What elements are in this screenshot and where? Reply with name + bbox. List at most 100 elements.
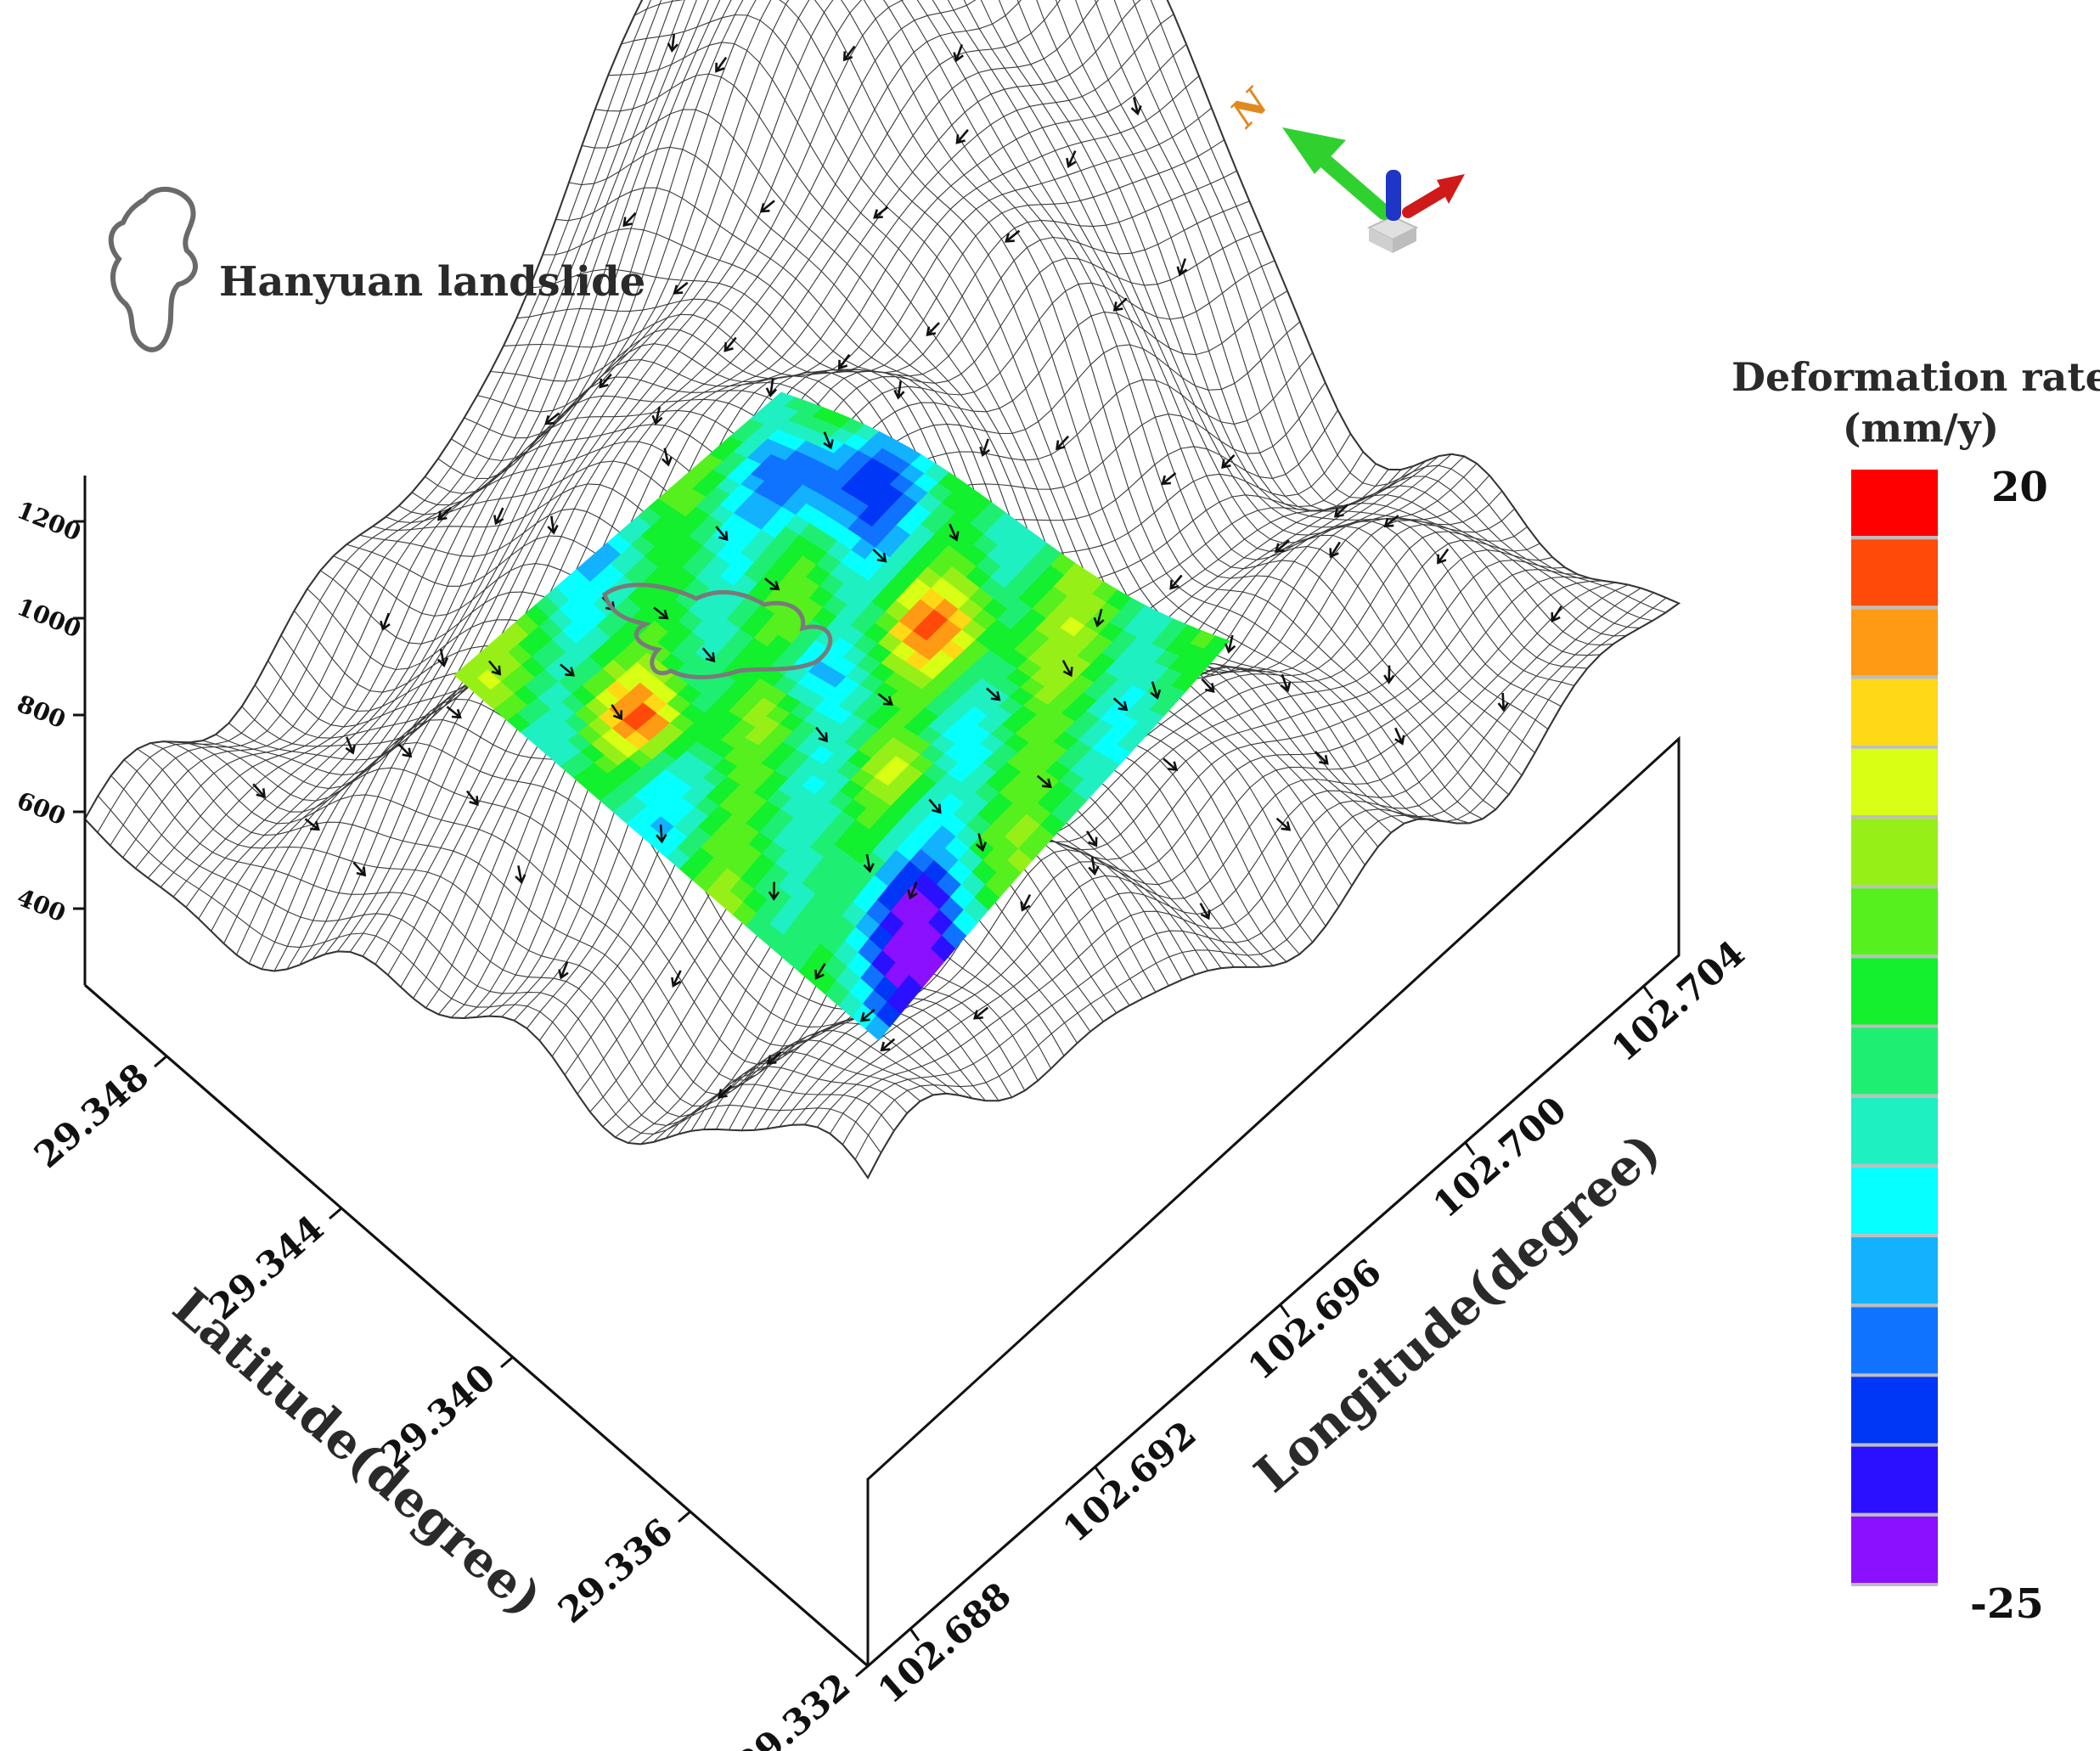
motion-arrow [949, 523, 960, 542]
colorbar-divider [1851, 675, 1938, 679]
mesh-line-lon [1094, 0, 1627, 637]
colorbar-cell [1851, 1307, 1938, 1374]
colorbar-cell [1851, 958, 1938, 1025]
motion-arrow [975, 833, 988, 853]
latitude-tick-mark [329, 1207, 342, 1220]
colorbar-divider [1851, 1512, 1938, 1517]
motion-arrow [1199, 902, 1211, 921]
mesh-line-lon [1113, 0, 1640, 629]
colorbar-divider [1851, 1583, 1938, 1586]
colorbar-divider [1851, 814, 1938, 819]
mesh-line-lon [1150, 0, 1666, 613]
colorbar-max-label: 20 [1991, 464, 2048, 511]
motion-arrow [814, 963, 826, 980]
mesh-line-lon [149, 742, 934, 1095]
east-axis-shaft [1402, 185, 1450, 218]
z-tick-label: 400 [13, 883, 70, 927]
motion-arrow [872, 549, 887, 563]
latitude-axis-line [84, 983, 869, 1668]
latitude-tick-mark [500, 1355, 514, 1369]
mesh-line-lon [176, 741, 960, 1096]
colorbar-cells [1851, 470, 1938, 1586]
latitude-tick-mark [154, 1055, 167, 1068]
mesh-line-lon [980, 0, 1549, 730]
motion-arrow [1333, 504, 1348, 518]
mesh-line-lon [883, 0, 1470, 824]
motion-arrow [397, 743, 413, 758]
motion-arrow [928, 798, 942, 814]
motion-arrow [986, 687, 1001, 701]
motion-arrow [436, 506, 452, 521]
motion-arrow [1150, 681, 1162, 700]
motion-arrow [1314, 751, 1329, 765]
north-arrow-head [1282, 127, 1346, 174]
motion-arrow [345, 736, 357, 755]
motion-arrow [1163, 757, 1179, 772]
motion-arrows [252, 33, 1562, 1099]
deformation-cell [1203, 635, 1230, 655]
motion-arrow [1093, 608, 1105, 628]
up-axis-marker [1386, 170, 1401, 221]
mesh-line-lon [963, 0, 1535, 753]
motion-arrow [1201, 678, 1215, 693]
motion-arrow [1005, 229, 1021, 243]
motion-arrow [715, 56, 728, 73]
motion-arrow [973, 1006, 989, 1020]
colorbar-divider [1851, 1303, 1938, 1308]
colorbar-cell [1851, 470, 1938, 537]
motion-arrow [1130, 97, 1142, 116]
motion-arrow [1437, 548, 1450, 565]
motion-arrow [493, 507, 504, 526]
colorbar-cell [1851, 1028, 1938, 1095]
colorbar-cell [1851, 1167, 1938, 1235]
motion-arrow [859, 1008, 875, 1022]
colorbar-divider [1851, 536, 1938, 540]
motion-arrow [723, 336, 737, 352]
mesh-line-lon [900, 0, 1484, 819]
colorbar-title-line2: (mm/y) [1843, 405, 1999, 451]
colorbar-cell [1851, 1446, 1938, 1513]
mesh-line-lon [110, 775, 895, 1131]
mesh-line-lon [947, 0, 1523, 776]
motion-arrow [715, 526, 729, 542]
mesh-line-lon [123, 759, 908, 1118]
colorbar-cell [1851, 888, 1938, 955]
motion-arrow [1161, 472, 1177, 486]
mesh-line-lon [841, 0, 1444, 822]
motion-arrow [560, 663, 576, 677]
latitude-tick-label: 29.348 [26, 1056, 156, 1176]
motion-arrow [1221, 454, 1236, 469]
motion-arrow [1394, 727, 1405, 746]
motion-arrow [764, 577, 780, 591]
motion-arrow [880, 1038, 896, 1052]
motion-arrow [1275, 817, 1292, 831]
colorbar-divider [1851, 885, 1938, 889]
mesh-line-lon [814, 0, 1431, 820]
motion-arrow [815, 726, 828, 743]
z-tick-label: 800 [13, 690, 70, 734]
colorbar-cell [1851, 609, 1938, 676]
motion-arrow [622, 212, 637, 228]
longitude-tick-mark [909, 1628, 921, 1641]
colorbar-divider [1851, 1024, 1938, 1028]
motion-arrow [487, 660, 502, 676]
motion-arrow [558, 961, 569, 980]
landslide-legend: Hanyuan landslide [108, 186, 645, 352]
motion-arrow [1061, 659, 1073, 678]
longitude-tick-mark [1642, 986, 1654, 999]
motion-arrow [979, 438, 990, 457]
mesh-line-lon [503, 313, 1287, 963]
colorbar-divider [1851, 745, 1938, 749]
colorbar-cell [1851, 748, 1938, 815]
mesh-line-lon [189, 741, 973, 1099]
motion-arrow [1086, 830, 1098, 847]
longitude-tick-mark [1094, 1467, 1106, 1480]
motion-arrow [955, 129, 969, 144]
motion-arrow [673, 281, 689, 295]
motion-arrow [907, 881, 918, 900]
motion-arrow [759, 200, 775, 213]
longitude-axis-line [867, 954, 1680, 1668]
colorbar-divider [1851, 1163, 1938, 1168]
motion-arrow [823, 431, 834, 450]
motion-arrow [1383, 515, 1399, 528]
